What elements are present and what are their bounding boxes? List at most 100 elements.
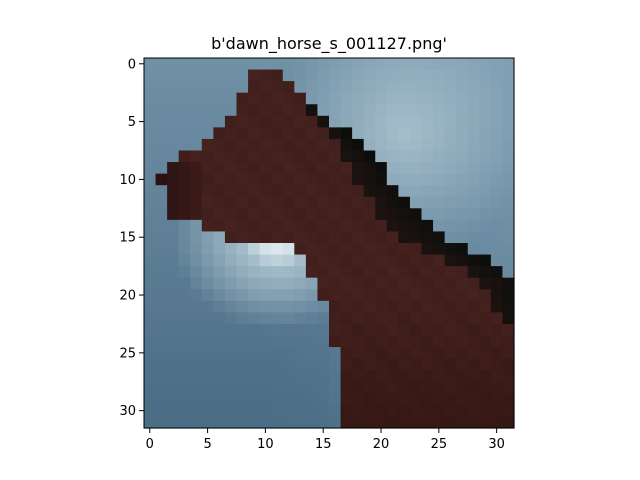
image-pixel [282, 208, 295, 221]
image-pixel [201, 266, 214, 279]
image-pixel [409, 347, 423, 360]
image-pixel [329, 416, 342, 429]
image-pixel [479, 347, 492, 360]
image-pixel [479, 150, 492, 163]
image-pixel [248, 370, 261, 383]
image-pixel [467, 150, 480, 163]
image-pixel [155, 393, 168, 406]
image-pixel [375, 69, 388, 82]
image-pixel [155, 104, 168, 117]
image-pixel [167, 219, 180, 233]
image-pixel [201, 162, 214, 175]
image-pixel [375, 81, 388, 94]
image-pixel [259, 115, 272, 128]
image-pixel [409, 243, 423, 256]
x-tick-label: 30 [488, 437, 505, 452]
image-pixel [259, 104, 272, 117]
image-pixel [224, 393, 238, 406]
image-pixel [167, 254, 180, 267]
image-pixel [305, 173, 319, 186]
image-pixel [398, 393, 411, 406]
image-pixel [248, 289, 261, 302]
image-pixel [502, 185, 515, 198]
image-axes: 0 5 10 15 20 25 30 0 5 10 15 20 25 30 [119, 57, 515, 452]
image-pixel [317, 196, 330, 209]
image-pixel [248, 150, 261, 163]
image-pixel [479, 219, 492, 233]
image-pixel [213, 173, 226, 186]
image-pixel [409, 231, 423, 244]
image-pixel [490, 115, 504, 128]
image-pixel [375, 58, 388, 71]
image-pixel [236, 92, 249, 105]
image-pixel [409, 81, 423, 94]
image-pixel [294, 347, 307, 360]
image-pixel [224, 115, 238, 128]
image-pixel [329, 404, 342, 418]
image-pixel [444, 347, 457, 360]
image-pixel [305, 208, 319, 221]
image-pixel [190, 185, 203, 198]
image-pixel [433, 58, 446, 71]
image-pixel [271, 69, 284, 82]
image-pixel [386, 381, 399, 394]
image-pixel [456, 416, 469, 429]
image-pixel [352, 347, 365, 360]
image-pixel [282, 138, 295, 152]
image-pixel [190, 416, 203, 429]
image-pixel [398, 173, 411, 186]
image-pixel [271, 173, 284, 186]
image-pixel [236, 219, 249, 233]
image-pixel [305, 69, 319, 82]
image-pixel [236, 81, 249, 94]
image-pixel [502, 381, 515, 394]
image-pixel [467, 231, 480, 244]
image-pixel [363, 393, 376, 406]
image-pixel [317, 300, 330, 313]
image-pixel [201, 404, 214, 418]
image-pixel [236, 231, 249, 244]
image-pixel [352, 69, 365, 82]
image-pixel [502, 58, 515, 71]
image-pixel [467, 289, 480, 302]
image-pixel [317, 208, 330, 221]
image-pixel [178, 196, 191, 209]
image-pixel [467, 243, 480, 256]
image-pixel [409, 150, 423, 163]
image-pixel [236, 150, 249, 163]
image-pixel [248, 347, 261, 360]
image-pixel [259, 208, 272, 221]
image-pixel [490, 58, 504, 71]
image-pixel [456, 127, 469, 140]
image-pixel [294, 173, 307, 186]
image-pixel [213, 138, 226, 152]
image-pixel [363, 104, 376, 117]
image-pixel [398, 381, 411, 394]
image-pixel [444, 381, 457, 394]
image-pixel [490, 138, 504, 152]
image-pixel [398, 323, 411, 337]
image-pixel [236, 69, 249, 82]
image-pixel [421, 208, 434, 221]
image-pixel [409, 335, 423, 348]
image-pixel [340, 254, 353, 267]
image-pixel [259, 404, 272, 418]
image-pixel [236, 381, 249, 394]
image-pixel [294, 312, 307, 325]
image-pixel [363, 254, 376, 267]
image-pixel [305, 266, 319, 279]
image-pixel [456, 81, 469, 94]
image-pixel [317, 243, 330, 256]
image-pixel [282, 81, 295, 94]
image-pixel [444, 323, 457, 337]
image-pixel [340, 115, 353, 128]
image-pixel [363, 416, 376, 429]
image-pixel [167, 150, 180, 163]
image-pixel [340, 185, 353, 198]
image-pixel [444, 127, 457, 140]
image-pixel [271, 347, 284, 360]
image-pixel [502, 277, 515, 290]
image-pixel [363, 69, 376, 82]
image-pixel [178, 266, 191, 279]
image-pixel [190, 289, 203, 302]
